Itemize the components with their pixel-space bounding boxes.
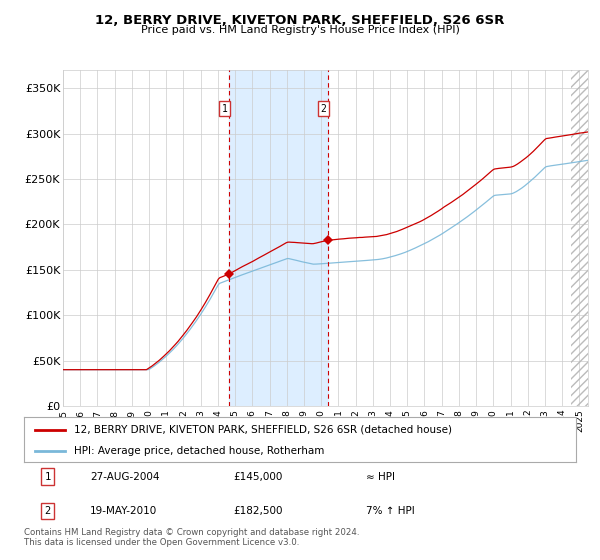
Text: 1: 1 [222, 104, 228, 114]
Bar [571, 70, 590, 406]
Text: Price paid vs. HM Land Registry's House Price Index (HPI): Price paid vs. HM Land Registry's House … [140, 25, 460, 35]
Text: 19-MAY-2010: 19-MAY-2010 [90, 506, 157, 516]
Text: 27-AUG-2004: 27-AUG-2004 [90, 472, 160, 482]
Text: £182,500: £182,500 [234, 506, 283, 516]
Bar [229, 70, 328, 406]
Text: This data is licensed under the Open Government Licence v3.0.: This data is licensed under the Open Gov… [24, 538, 299, 547]
Text: Contains HM Land Registry data © Crown copyright and database right 2024.: Contains HM Land Registry data © Crown c… [24, 528, 359, 536]
Text: £145,000: £145,000 [234, 472, 283, 482]
Text: 2: 2 [320, 104, 326, 114]
Text: 12, BERRY DRIVE, KIVETON PARK, SHEFFIELD, S26 6SR: 12, BERRY DRIVE, KIVETON PARK, SHEFFIELD… [95, 14, 505, 27]
Text: ≈ HPI: ≈ HPI [366, 472, 395, 482]
Text: 12, BERRY DRIVE, KIVETON PARK, SHEFFIELD, S26 6SR (detached house): 12, BERRY DRIVE, KIVETON PARK, SHEFFIELD… [74, 424, 452, 435]
Text: 2: 2 [44, 506, 51, 516]
Text: 7% ↑ HPI: 7% ↑ HPI [366, 506, 415, 516]
Text: 1: 1 [44, 472, 51, 482]
Text: HPI: Average price, detached house, Rotherham: HPI: Average price, detached house, Roth… [74, 446, 324, 456]
